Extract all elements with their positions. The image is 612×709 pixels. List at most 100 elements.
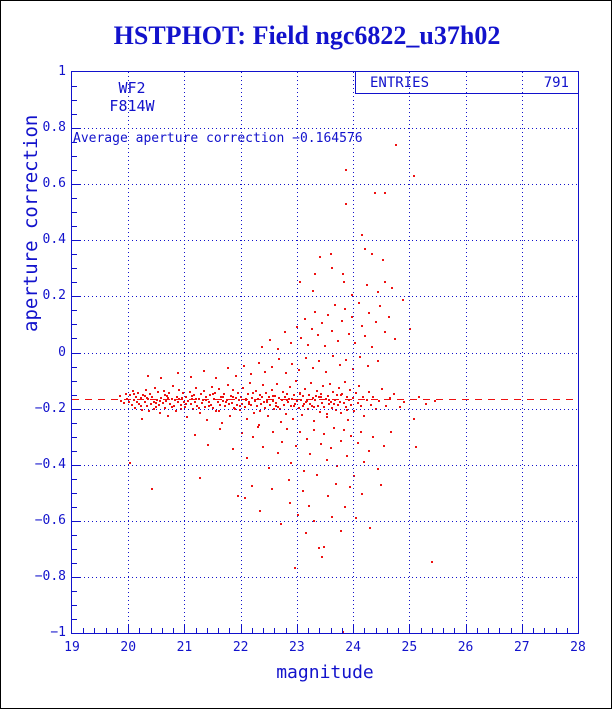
scatter-point — [170, 397, 173, 400]
x-gridline — [465, 72, 467, 633]
scatter-point — [372, 396, 375, 399]
y-tick — [72, 478, 77, 480]
scatter-point — [126, 397, 129, 400]
scatter-point — [323, 545, 326, 548]
y-tick — [72, 604, 77, 606]
scatter-point — [413, 174, 416, 177]
scatter-point — [309, 381, 312, 384]
y-tick — [72, 100, 77, 102]
scatter-point — [322, 433, 325, 436]
scatter-point — [297, 513, 299, 516]
scatter-point — [139, 396, 142, 399]
scatter-point — [290, 462, 293, 465]
scatter-point — [129, 394, 132, 397]
y-tick — [72, 506, 77, 508]
x-tick — [173, 628, 175, 633]
scatter-point — [353, 475, 356, 478]
y-tick — [72, 268, 77, 270]
scatter-point — [227, 366, 230, 369]
x-tick — [251, 628, 253, 633]
scatter-point — [221, 421, 224, 424]
scatter-point — [289, 405, 292, 408]
scatter-point — [288, 479, 291, 482]
x-tick — [83, 628, 85, 633]
scatter-point — [383, 281, 386, 284]
scatter-point — [136, 401, 139, 404]
y-gridline — [72, 128, 578, 130]
scatter-point — [253, 400, 256, 403]
scatter-point — [147, 374, 150, 377]
scatter-point — [182, 400, 185, 403]
scatter-point — [148, 410, 151, 413]
scatter-point — [350, 293, 353, 296]
scatter-point — [357, 302, 360, 305]
scatter-point — [325, 371, 328, 374]
scatter-point — [348, 485, 351, 488]
scatter-point — [261, 384, 264, 387]
scatter-point — [317, 546, 320, 549]
scatter-point — [316, 473, 319, 476]
y-tick-label: 0.4 — [42, 232, 66, 248]
scatter-point — [327, 403, 330, 406]
scatter-point — [214, 391, 217, 394]
scatter-point — [338, 363, 341, 366]
x-tick — [330, 628, 332, 633]
y-tick — [72, 198, 77, 200]
scatter-point — [133, 406, 136, 409]
scatter-point — [218, 404, 221, 407]
scatter-point — [381, 388, 384, 391]
scatter-point — [347, 418, 350, 421]
scatter-point — [151, 487, 154, 490]
scatter-point — [288, 397, 291, 400]
x-tick-label: 21 — [176, 640, 193, 655]
x-tick — [274, 628, 276, 633]
scatter-point — [262, 446, 265, 449]
y-tick — [72, 114, 77, 116]
scatter-point — [164, 399, 167, 402]
x-tick — [285, 628, 287, 633]
scatter-point — [293, 394, 296, 397]
scatter-point — [294, 566, 297, 569]
scatter-point — [230, 395, 233, 398]
scatter-point — [250, 404, 253, 407]
scatter-point — [371, 253, 374, 256]
scatter-point — [280, 399, 283, 402]
scatter-point — [245, 418, 248, 421]
scatter-point — [314, 399, 317, 402]
scatter-point — [323, 405, 326, 408]
scatter-point — [284, 371, 287, 374]
scatter-point — [162, 390, 165, 393]
x-tick — [443, 628, 445, 633]
scatter-point — [227, 402, 230, 405]
y-tick-label: −0.8 — [34, 568, 66, 584]
scatter-point — [282, 403, 285, 406]
scatter-point — [235, 403, 238, 406]
scatter-point — [349, 435, 352, 438]
scatter-point — [305, 400, 308, 403]
scatter-point — [382, 258, 385, 261]
scatter-point — [250, 484, 253, 487]
scatter-point — [145, 405, 148, 408]
scatter-point — [263, 407, 266, 410]
scatter-point — [328, 399, 331, 402]
scatter-point — [153, 387, 156, 390]
y-tick — [72, 394, 77, 396]
scatter-point — [320, 392, 323, 395]
scatter-point — [330, 329, 333, 332]
y-tick — [72, 226, 77, 228]
scatter-point — [297, 406, 300, 409]
scatter-point — [291, 363, 294, 365]
scatter-point — [367, 311, 370, 314]
y-tick — [72, 338, 77, 340]
scatter-point — [298, 392, 301, 395]
y-tick-label: 0 — [58, 344, 66, 360]
scatter-point — [361, 233, 364, 236]
scatter-point — [219, 396, 222, 399]
scatter-point — [138, 403, 141, 406]
scatter-point — [195, 386, 198, 389]
scatter-point — [219, 427, 222, 430]
scatter-point — [337, 339, 340, 342]
scatter-point — [274, 404, 277, 407]
scatter-point — [335, 482, 338, 485]
